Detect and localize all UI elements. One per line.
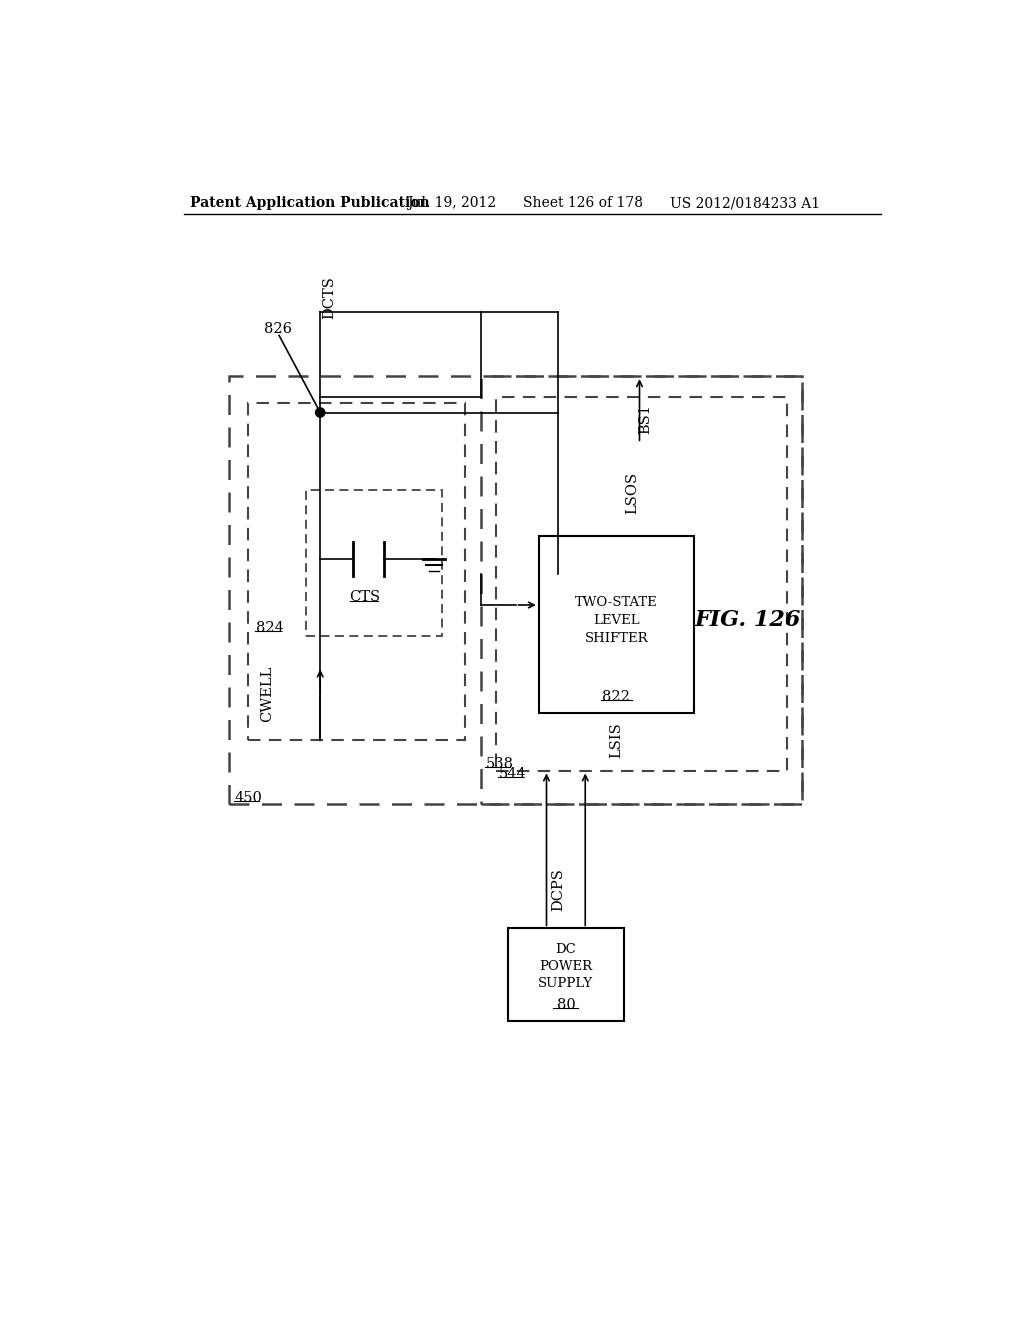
Text: CTS: CTS xyxy=(349,590,380,605)
Text: LSIS: LSIS xyxy=(609,722,624,758)
Text: 80: 80 xyxy=(556,998,575,1012)
Text: 824: 824 xyxy=(256,622,284,635)
Bar xyxy=(539,536,693,713)
Text: CWELL: CWELL xyxy=(260,665,274,722)
Text: DCTS: DCTS xyxy=(323,276,337,318)
Text: 538: 538 xyxy=(486,756,514,771)
Text: US 2012/0184233 A1: US 2012/0184233 A1 xyxy=(671,197,820,210)
Bar xyxy=(306,490,442,636)
Text: TWO-STATE
LEVEL
SHIFTER: TWO-STATE LEVEL SHIFTER xyxy=(574,595,657,645)
Text: 822: 822 xyxy=(602,690,630,705)
Bar xyxy=(480,376,802,804)
Text: FIG. 126: FIG. 126 xyxy=(695,610,801,631)
Circle shape xyxy=(315,408,325,417)
Text: Sheet 126 of 178: Sheet 126 of 178 xyxy=(523,197,643,210)
Text: 826: 826 xyxy=(263,322,292,337)
Bar xyxy=(508,928,624,1020)
Text: DCPS: DCPS xyxy=(551,869,565,911)
Text: BS1: BS1 xyxy=(639,404,652,433)
Text: 450: 450 xyxy=(234,791,263,804)
Bar xyxy=(248,404,465,739)
Bar xyxy=(228,376,802,804)
Text: Patent Application Publication: Patent Application Publication xyxy=(190,197,430,210)
Text: LSOS: LSOS xyxy=(625,473,639,515)
Text: Jul. 19, 2012: Jul. 19, 2012 xyxy=(407,197,496,210)
Text: 544: 544 xyxy=(500,767,527,781)
Text: DC
POWER
SUPPLY: DC POWER SUPPLY xyxy=(539,944,594,990)
Bar xyxy=(496,397,786,771)
